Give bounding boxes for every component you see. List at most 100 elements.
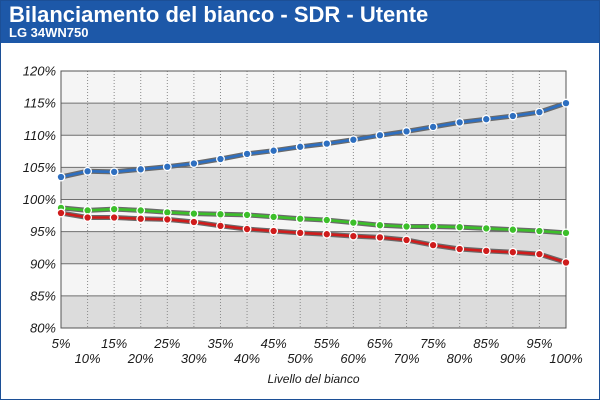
data-point — [508, 247, 518, 257]
x-tick-label: 55% — [314, 336, 340, 351]
y-tick-label: 115% — [24, 96, 56, 111]
x-tick-label: 20% — [127, 351, 154, 366]
plot-band — [61, 231, 566, 264]
data-point — [322, 139, 332, 149]
data-point — [216, 154, 225, 164]
data-point — [83, 213, 93, 222]
chart-header: Bilanciamento del bianco - SDR - Utente … — [1, 1, 599, 43]
x-tick-label: 85% — [473, 336, 499, 351]
data-point — [189, 209, 199, 219]
data-point — [189, 217, 199, 227]
data-point — [322, 215, 332, 225]
plot-band — [61, 263, 566, 296]
data-point — [455, 117, 465, 127]
plot-band — [61, 295, 566, 328]
data-point — [295, 142, 305, 152]
x-tick-label: 60% — [340, 351, 366, 366]
data-point — [561, 258, 571, 267]
data-point — [402, 126, 411, 136]
data-point — [481, 223, 491, 233]
chart-title: Bilanciamento del bianco - SDR - Utente — [9, 2, 429, 27]
x-tick-label: 80% — [447, 351, 473, 366]
y-tick-labels: 80% 85% 90% 95% 100% 105% 110% 115% 120% — [23, 64, 56, 336]
data-point — [162, 214, 172, 224]
x-tick-label: 40% — [234, 351, 260, 366]
x-tick-label: 50% — [287, 351, 313, 366]
plot-band — [61, 135, 566, 168]
x-tick-label: 90% — [500, 351, 526, 366]
data-point — [162, 162, 172, 172]
data-point — [375, 130, 385, 140]
data-point — [428, 240, 438, 250]
data-point — [561, 98, 571, 108]
x-axis-title: Livello del bianco — [267, 372, 359, 386]
y-tick-label: 105% — [23, 160, 56, 175]
x-tick-label: 70% — [394, 351, 420, 366]
data-point — [109, 204, 119, 214]
data-point — [136, 205, 146, 215]
y-tick-label: 100% — [23, 192, 56, 207]
series-points — [56, 98, 571, 267]
data-point — [375, 220, 385, 230]
x-tick-label: 65% — [367, 336, 393, 351]
data-point — [295, 214, 305, 224]
data-point — [455, 222, 465, 232]
data-point — [322, 229, 332, 239]
data-point — [189, 159, 199, 168]
y-tick-label: 90% — [30, 256, 56, 271]
data-point — [348, 231, 358, 241]
data-point — [242, 224, 252, 234]
plot-border — [60, 70, 567, 329]
chart-subtitle: LG 34WN750 — [9, 25, 89, 40]
data-point — [83, 166, 93, 176]
data-point — [269, 226, 279, 236]
data-point — [534, 226, 544, 236]
data-point — [428, 122, 438, 132]
data-point — [481, 246, 491, 256]
x-tick-label: 30% — [181, 351, 207, 366]
data-point — [428, 222, 438, 231]
data-point — [109, 213, 119, 222]
data-point — [216, 221, 225, 231]
data-point — [295, 228, 305, 238]
data-point — [508, 111, 518, 121]
data-point — [269, 146, 279, 156]
y-tick-label: 95% — [30, 224, 56, 239]
x-tick-label: 75% — [420, 336, 446, 351]
data-point — [348, 135, 358, 145]
data-point — [242, 210, 252, 220]
data-point — [136, 214, 146, 224]
data-point — [481, 114, 491, 124]
y-tick-label: 120% — [23, 64, 56, 79]
plot-band — [61, 71, 566, 104]
data-point — [534, 107, 544, 117]
x-tick-label: 45% — [261, 336, 287, 351]
x-tick-label: 25% — [153, 336, 180, 351]
data-point — [508, 225, 518, 235]
y-tick-label: 110% — [24, 128, 56, 143]
x-tick-label: 5% — [52, 336, 71, 351]
x-tick-label: 35% — [207, 336, 233, 351]
data-point — [375, 232, 385, 242]
data-point — [109, 167, 119, 177]
data-point — [402, 235, 411, 245]
x-tick-label: 15% — [101, 336, 127, 351]
x-tick-label: 95% — [526, 336, 552, 351]
data-point — [348, 218, 358, 228]
data-point — [455, 244, 465, 254]
data-point — [56, 172, 66, 182]
x-tick-labels: 5% 10%15%20%25%30%35%40%45%50%55%60%65%70… — [52, 336, 583, 366]
y-tick-label: 80% — [30, 321, 56, 336]
plot-bands — [61, 71, 566, 328]
data-point — [269, 212, 279, 222]
data-point — [136, 164, 146, 174]
plot-band — [61, 167, 566, 200]
data-point — [561, 228, 571, 238]
vertical-gridlines — [87, 71, 540, 328]
data-point — [56, 208, 66, 218]
x-tick-label: 100% — [549, 351, 582, 366]
x-tick-label: 10% — [75, 351, 101, 366]
data-point — [216, 209, 225, 219]
data-point — [534, 249, 544, 259]
